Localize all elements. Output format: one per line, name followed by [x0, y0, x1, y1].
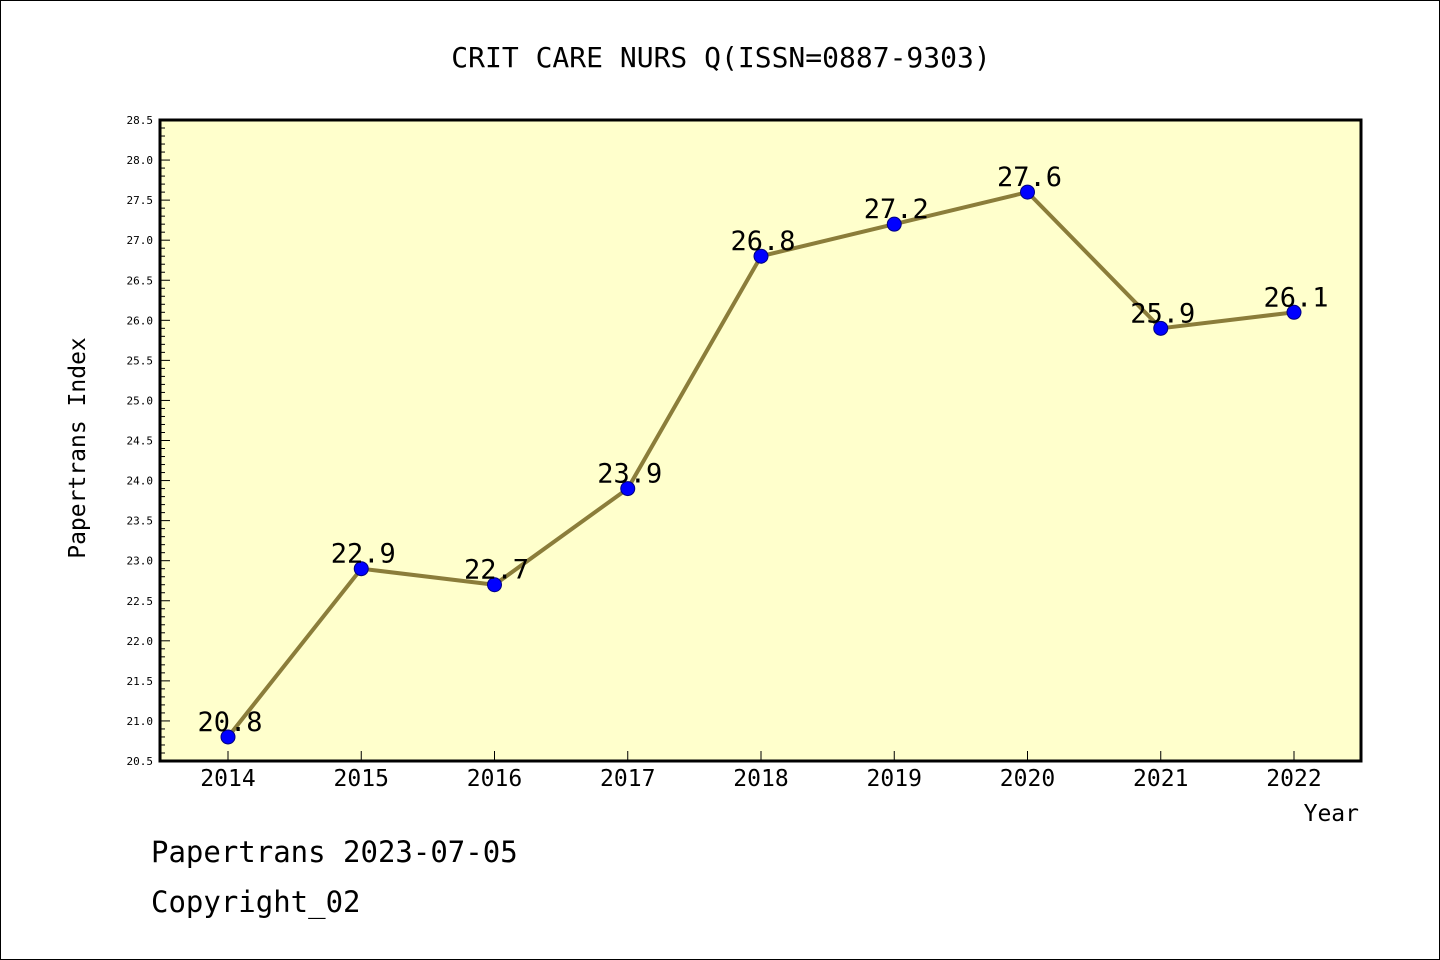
y-tick-label: 28.5 [127, 114, 154, 127]
data-label: 27.2 [864, 194, 929, 225]
data-label: 23.9 [597, 459, 662, 490]
data-label: 26.1 [1263, 282, 1328, 313]
x-tick-label: 2020 [1000, 766, 1055, 792]
data-point [1286, 304, 1302, 320]
y-tick-label: 20.5 [127, 755, 154, 768]
data-point [886, 216, 902, 232]
data-label: 27.6 [997, 162, 1062, 193]
y-tick-label: 27.0 [127, 234, 154, 247]
y-tick-label: 26.5 [127, 274, 154, 287]
data-point [220, 729, 236, 745]
y-axis-label: Papertrans Index [65, 337, 91, 559]
data-label: 22.9 [331, 539, 396, 570]
data-point [1020, 184, 1035, 200]
y-tick-label: 28.0 [127, 154, 154, 167]
data-point [487, 577, 502, 593]
x-tick-label: 2016 [467, 766, 522, 792]
footer-copyright: Copyright_02 [151, 885, 361, 919]
y-tick-label: 22.5 [127, 595, 154, 608]
y-tick-label: 21.0 [127, 715, 154, 728]
x-tick-label: 2019 [867, 766, 922, 792]
chart-title: CRIT CARE NURS Q(ISSN=0887-9303) [451, 41, 990, 74]
y-tick-label: 23.0 [127, 555, 154, 568]
x-tick-label: 2021 [1133, 766, 1188, 792]
x-tick-label: 2015 [334, 766, 389, 792]
data-point [620, 481, 636, 497]
data-point [753, 248, 769, 264]
y-tick-label: 26.0 [127, 314, 154, 327]
y-tick-label: 25.5 [127, 354, 154, 367]
y-tick-label: 24.5 [127, 435, 154, 448]
x-tick-label: 2022 [1266, 766, 1321, 792]
x-axis-label: Year [1304, 801, 1359, 827]
x-tick-label: 2014 [200, 766, 255, 792]
data-point [353, 561, 369, 577]
x-tick-label: 2018 [733, 766, 788, 792]
y-tick-label: 27.5 [127, 194, 154, 207]
y-tick-label: 24.0 [127, 475, 154, 488]
x-axis-ticks: 2014 2015 2016 2017 2018 2019 2020 2021 2022 [200, 751, 1322, 792]
data-label: 20.8 [197, 707, 262, 738]
data-point [1153, 320, 1169, 336]
plot-area [160, 120, 1361, 761]
data-labels: 20.8 22.9 22.7 23.9 26.8 27.2 27.6 25.9 26.1 [197, 162, 1328, 738]
y-tick-label: 21.5 [127, 675, 154, 688]
series-layer [220, 184, 1302, 745]
y-tick-label: 25.0 [127, 394, 154, 407]
data-label: 26.8 [730, 226, 795, 257]
y-tick-label: 23.5 [127, 515, 154, 528]
footer-date: Papertrans 2023-07-05 [151, 835, 518, 869]
data-label: 22.7 [464, 555, 529, 586]
data-label: 25.9 [1130, 298, 1195, 329]
plot-frame [158, 118, 1363, 763]
x-tick-label: 2017 [600, 766, 655, 792]
y-tick-label: 22.0 [127, 635, 154, 648]
